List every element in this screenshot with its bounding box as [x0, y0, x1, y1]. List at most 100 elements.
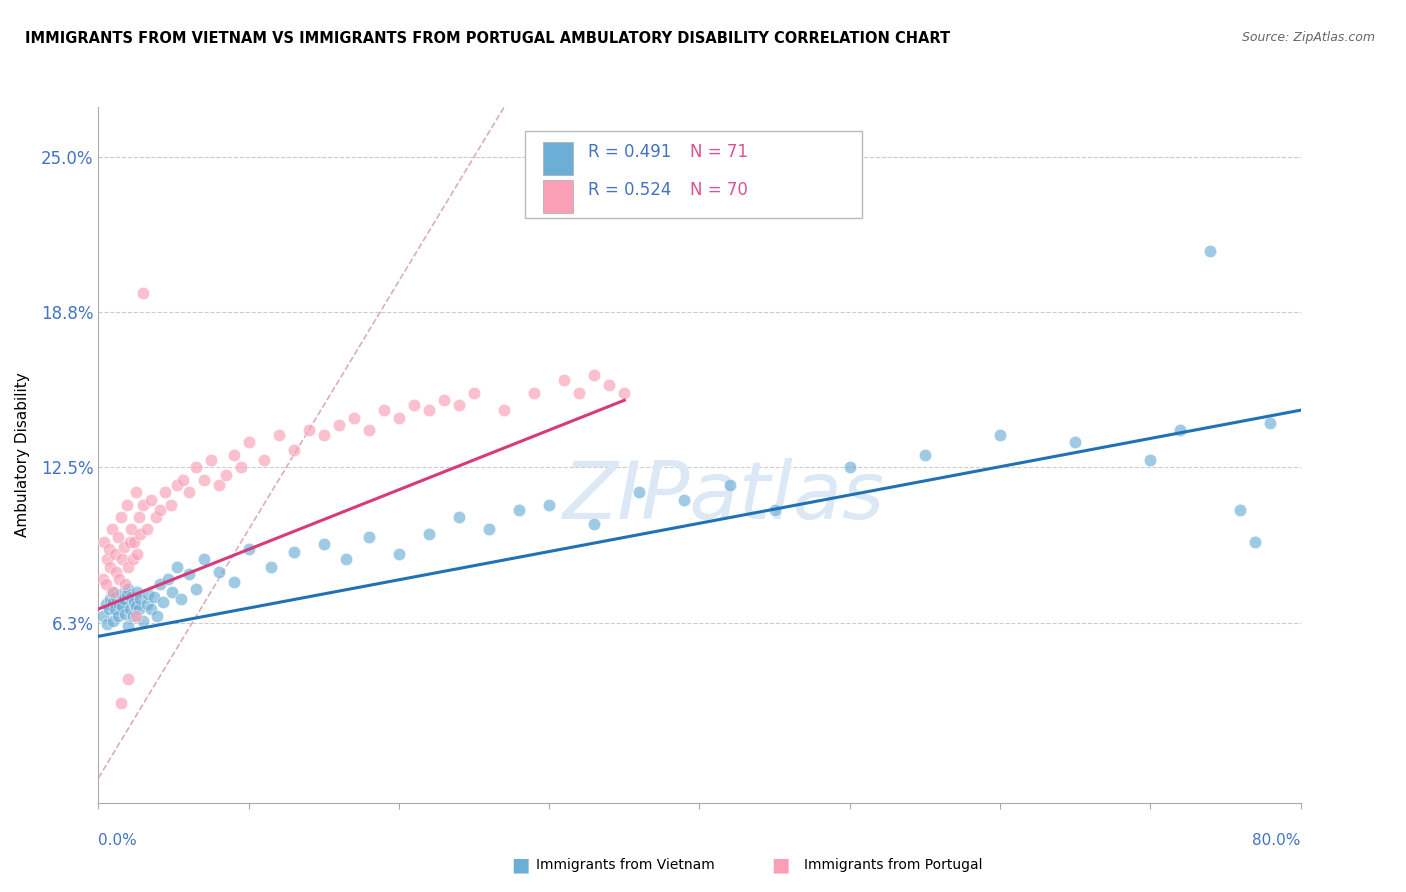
Point — [122, 609, 145, 624]
Point — [94, 577, 117, 591]
Point — [107, 530, 129, 544]
Point — [103, 594, 125, 608]
Point — [101, 523, 124, 537]
Text: Source: ZipAtlas.com: Source: ZipAtlas.com — [1241, 31, 1375, 45]
Point — [114, 607, 136, 621]
Point — [184, 582, 207, 596]
Text: R = 0.524: R = 0.524 — [588, 181, 671, 200]
Text: Immigrants from Portugal: Immigrants from Portugal — [804, 858, 981, 872]
Point — [166, 559, 188, 574]
Point — [153, 485, 176, 500]
Point — [335, 552, 357, 566]
Point — [135, 597, 157, 611]
Point — [149, 577, 172, 591]
Point — [312, 428, 335, 442]
Point — [100, 592, 122, 607]
Point — [117, 672, 139, 686]
FancyBboxPatch shape — [543, 142, 574, 175]
Point — [583, 517, 606, 532]
Point — [121, 590, 143, 604]
Point — [388, 547, 411, 561]
Text: ■: ■ — [770, 855, 790, 875]
Point — [357, 530, 380, 544]
Point — [177, 485, 200, 500]
Point — [538, 498, 561, 512]
Point — [373, 403, 395, 417]
Point — [447, 398, 470, 412]
Point — [152, 594, 174, 608]
Point — [838, 460, 860, 475]
Point — [1064, 435, 1087, 450]
Point — [132, 498, 155, 512]
Point — [718, 477, 741, 491]
Point — [193, 552, 215, 566]
Point — [447, 510, 470, 524]
Point — [104, 602, 127, 616]
Point — [136, 587, 159, 601]
Point — [114, 577, 136, 591]
Point — [222, 574, 245, 589]
Point — [583, 368, 606, 383]
Point — [613, 385, 636, 400]
Point — [231, 460, 253, 475]
Point — [105, 565, 128, 579]
Point — [418, 403, 440, 417]
Point — [253, 453, 276, 467]
Point — [97, 542, 120, 557]
Y-axis label: Ambulatory Disability: Ambulatory Disability — [15, 373, 30, 537]
Point — [127, 584, 149, 599]
Point — [104, 547, 127, 561]
Point — [200, 453, 222, 467]
Point — [107, 609, 129, 624]
Point — [988, 428, 1011, 442]
Point — [132, 615, 155, 629]
Point — [94, 597, 117, 611]
Point — [283, 442, 305, 457]
Point — [139, 602, 162, 616]
Point — [673, 492, 696, 507]
Point — [103, 615, 125, 629]
Point — [115, 498, 138, 512]
Point — [402, 398, 425, 412]
Point — [184, 460, 207, 475]
Point — [1139, 453, 1161, 467]
Point — [478, 523, 501, 537]
Point — [112, 592, 135, 607]
Point — [108, 597, 131, 611]
Point — [298, 423, 321, 437]
Point — [112, 540, 135, 554]
Point — [568, 385, 591, 400]
Text: 80.0%: 80.0% — [1253, 833, 1301, 847]
Point — [260, 559, 283, 574]
Point — [121, 523, 143, 537]
Point — [222, 448, 245, 462]
Point — [598, 378, 620, 392]
Text: Immigrants from Vietnam: Immigrants from Vietnam — [536, 858, 716, 872]
Point — [1229, 502, 1251, 516]
Point — [127, 547, 149, 561]
Point — [238, 435, 260, 450]
Point — [238, 542, 260, 557]
Point — [418, 527, 440, 541]
Point — [122, 552, 145, 566]
Point — [125, 609, 148, 624]
Point — [132, 286, 155, 301]
Point — [117, 619, 139, 633]
Point — [1199, 244, 1222, 259]
Point — [125, 599, 148, 614]
Point — [628, 485, 651, 500]
Point — [111, 552, 134, 566]
Point — [215, 467, 238, 482]
Point — [172, 473, 194, 487]
Point — [145, 510, 167, 524]
Point — [96, 616, 118, 631]
FancyBboxPatch shape — [543, 180, 574, 213]
Text: IMMIGRANTS FROM VIETNAM VS IMMIGRANTS FROM PORTUGAL AMBULATORY DISABILITY CORREL: IMMIGRANTS FROM VIETNAM VS IMMIGRANTS FR… — [25, 31, 950, 46]
Point — [1170, 423, 1192, 437]
Point — [1260, 416, 1282, 430]
Point — [553, 373, 575, 387]
Point — [170, 592, 193, 607]
Point — [108, 572, 131, 586]
Point — [125, 485, 148, 500]
Point — [105, 590, 128, 604]
